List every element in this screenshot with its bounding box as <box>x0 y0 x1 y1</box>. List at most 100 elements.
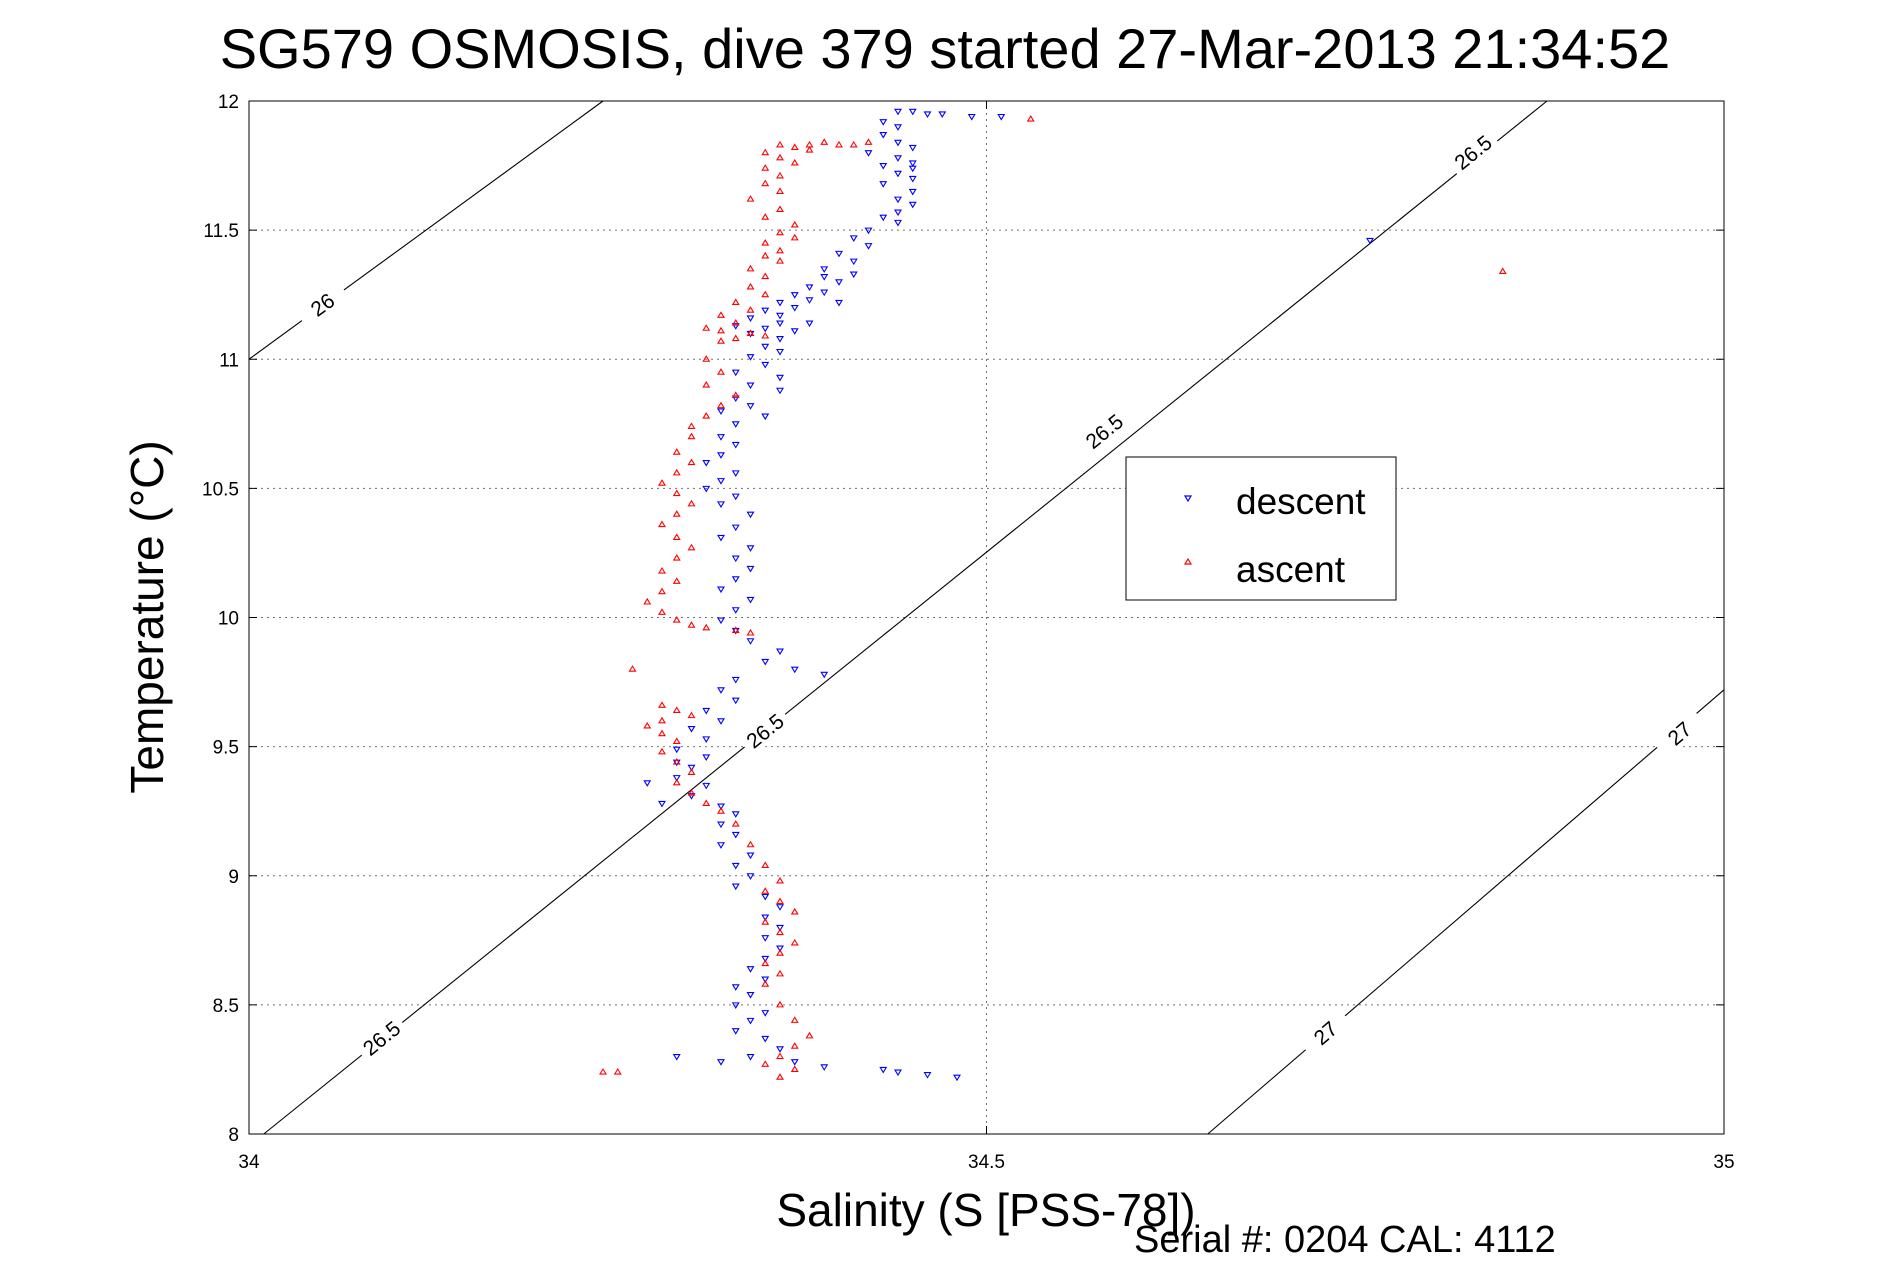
descent-point <box>702 736 711 743</box>
contour-label-bg <box>1445 126 1502 179</box>
descent-point <box>717 434 725 441</box>
descent-point <box>746 596 755 604</box>
descent-point <box>731 421 740 428</box>
descent-point <box>879 132 888 139</box>
ascent-point <box>761 148 770 156</box>
descent-point <box>761 413 770 421</box>
descent-point <box>864 150 873 157</box>
ascent-point <box>820 138 829 145</box>
descent-point <box>805 320 814 328</box>
ascent-point <box>672 758 681 765</box>
ascent-point <box>776 949 784 956</box>
ascent-point <box>717 368 725 375</box>
ascent-point <box>790 1016 799 1023</box>
descent-point <box>717 842 725 849</box>
ascent-point <box>658 520 666 528</box>
ascent-point <box>731 319 740 326</box>
descent-point <box>894 155 902 162</box>
descent-point <box>776 904 784 911</box>
descent-point <box>908 144 917 152</box>
y-tick-label: 12 <box>218 92 239 113</box>
ascent-point <box>761 272 770 280</box>
ascent-point <box>776 246 784 254</box>
descent-point <box>746 873 755 880</box>
descent-point <box>894 209 902 217</box>
descent-point <box>746 511 755 519</box>
contour-label-bg <box>1298 1007 1354 1060</box>
legend-label-ascent: ascent <box>1236 549 1346 590</box>
ascent-point <box>761 1060 770 1067</box>
ascent-point <box>702 324 711 331</box>
descent-point <box>717 803 725 811</box>
descent-point <box>731 1002 740 1009</box>
descent-point <box>717 718 725 725</box>
ascent-point <box>672 489 681 497</box>
ascent-point <box>776 928 784 936</box>
descent-point <box>761 307 770 315</box>
descent-point <box>746 1053 755 1061</box>
descent-point <box>731 883 740 891</box>
ascent-point <box>613 1067 622 1075</box>
descent-point <box>908 160 917 168</box>
ascent-point <box>687 768 696 776</box>
descent-point <box>717 408 725 415</box>
ascent-point <box>717 401 725 409</box>
x-axis-ticks: 34 34.5 35 <box>238 101 1735 1173</box>
descent-point <box>658 800 666 808</box>
y-tick-label: 9 <box>228 867 239 888</box>
ascent-point <box>1026 115 1035 122</box>
contour-label-bg <box>737 705 794 757</box>
descent-point <box>835 279 843 286</box>
descent-point <box>908 165 917 173</box>
ascent-point <box>672 554 681 561</box>
ascent-point <box>687 621 696 628</box>
y-axis-label: Temperature (°C) <box>121 440 173 793</box>
ascent-point <box>731 298 740 305</box>
descent-point <box>702 782 711 790</box>
ascent-point <box>864 138 873 145</box>
ascent-point <box>790 158 799 166</box>
ascent-point <box>805 145 814 153</box>
descent-point <box>776 648 784 656</box>
descent-point <box>908 175 917 183</box>
ascent-point <box>687 711 696 719</box>
descent-point <box>731 441 740 449</box>
descent-point <box>731 676 740 684</box>
descent-point <box>776 387 784 395</box>
legend-label-descent: descent <box>1236 481 1366 522</box>
ascent-point <box>702 355 711 362</box>
y-tick-label: 8.5 <box>213 996 239 1017</box>
descent-point <box>746 545 755 552</box>
descent-point <box>687 725 696 733</box>
descent-point <box>790 305 799 312</box>
descent-point <box>790 1059 799 1066</box>
contour-label-bg <box>294 279 351 331</box>
ascent-point <box>761 179 770 187</box>
y-tick-label: 8 <box>228 1125 239 1146</box>
ascent-point <box>687 789 696 796</box>
data-points <box>599 108 1507 1082</box>
ascent-point <box>790 907 799 915</box>
descent-point <box>731 862 740 870</box>
descent-point <box>731 369 740 377</box>
ascent-point <box>746 329 755 336</box>
descent-point <box>746 403 755 410</box>
descent-point <box>717 687 725 694</box>
descent-point <box>894 196 902 204</box>
legend: descent ascent <box>1125 456 1397 601</box>
series-ascent <box>599 115 1507 1080</box>
ascent-point <box>790 233 799 241</box>
ascent-point <box>746 628 755 636</box>
descent-point <box>894 219 902 227</box>
ascent-point <box>776 876 784 884</box>
descent-point <box>820 266 829 273</box>
descent-point <box>717 821 725 829</box>
descent-point <box>879 181 888 188</box>
descent-point <box>761 1035 770 1043</box>
descent-point <box>746 382 755 390</box>
ascent-point <box>790 1065 799 1072</box>
descent-point <box>746 315 755 322</box>
descent-point <box>643 780 652 787</box>
ascent-point <box>731 391 740 398</box>
